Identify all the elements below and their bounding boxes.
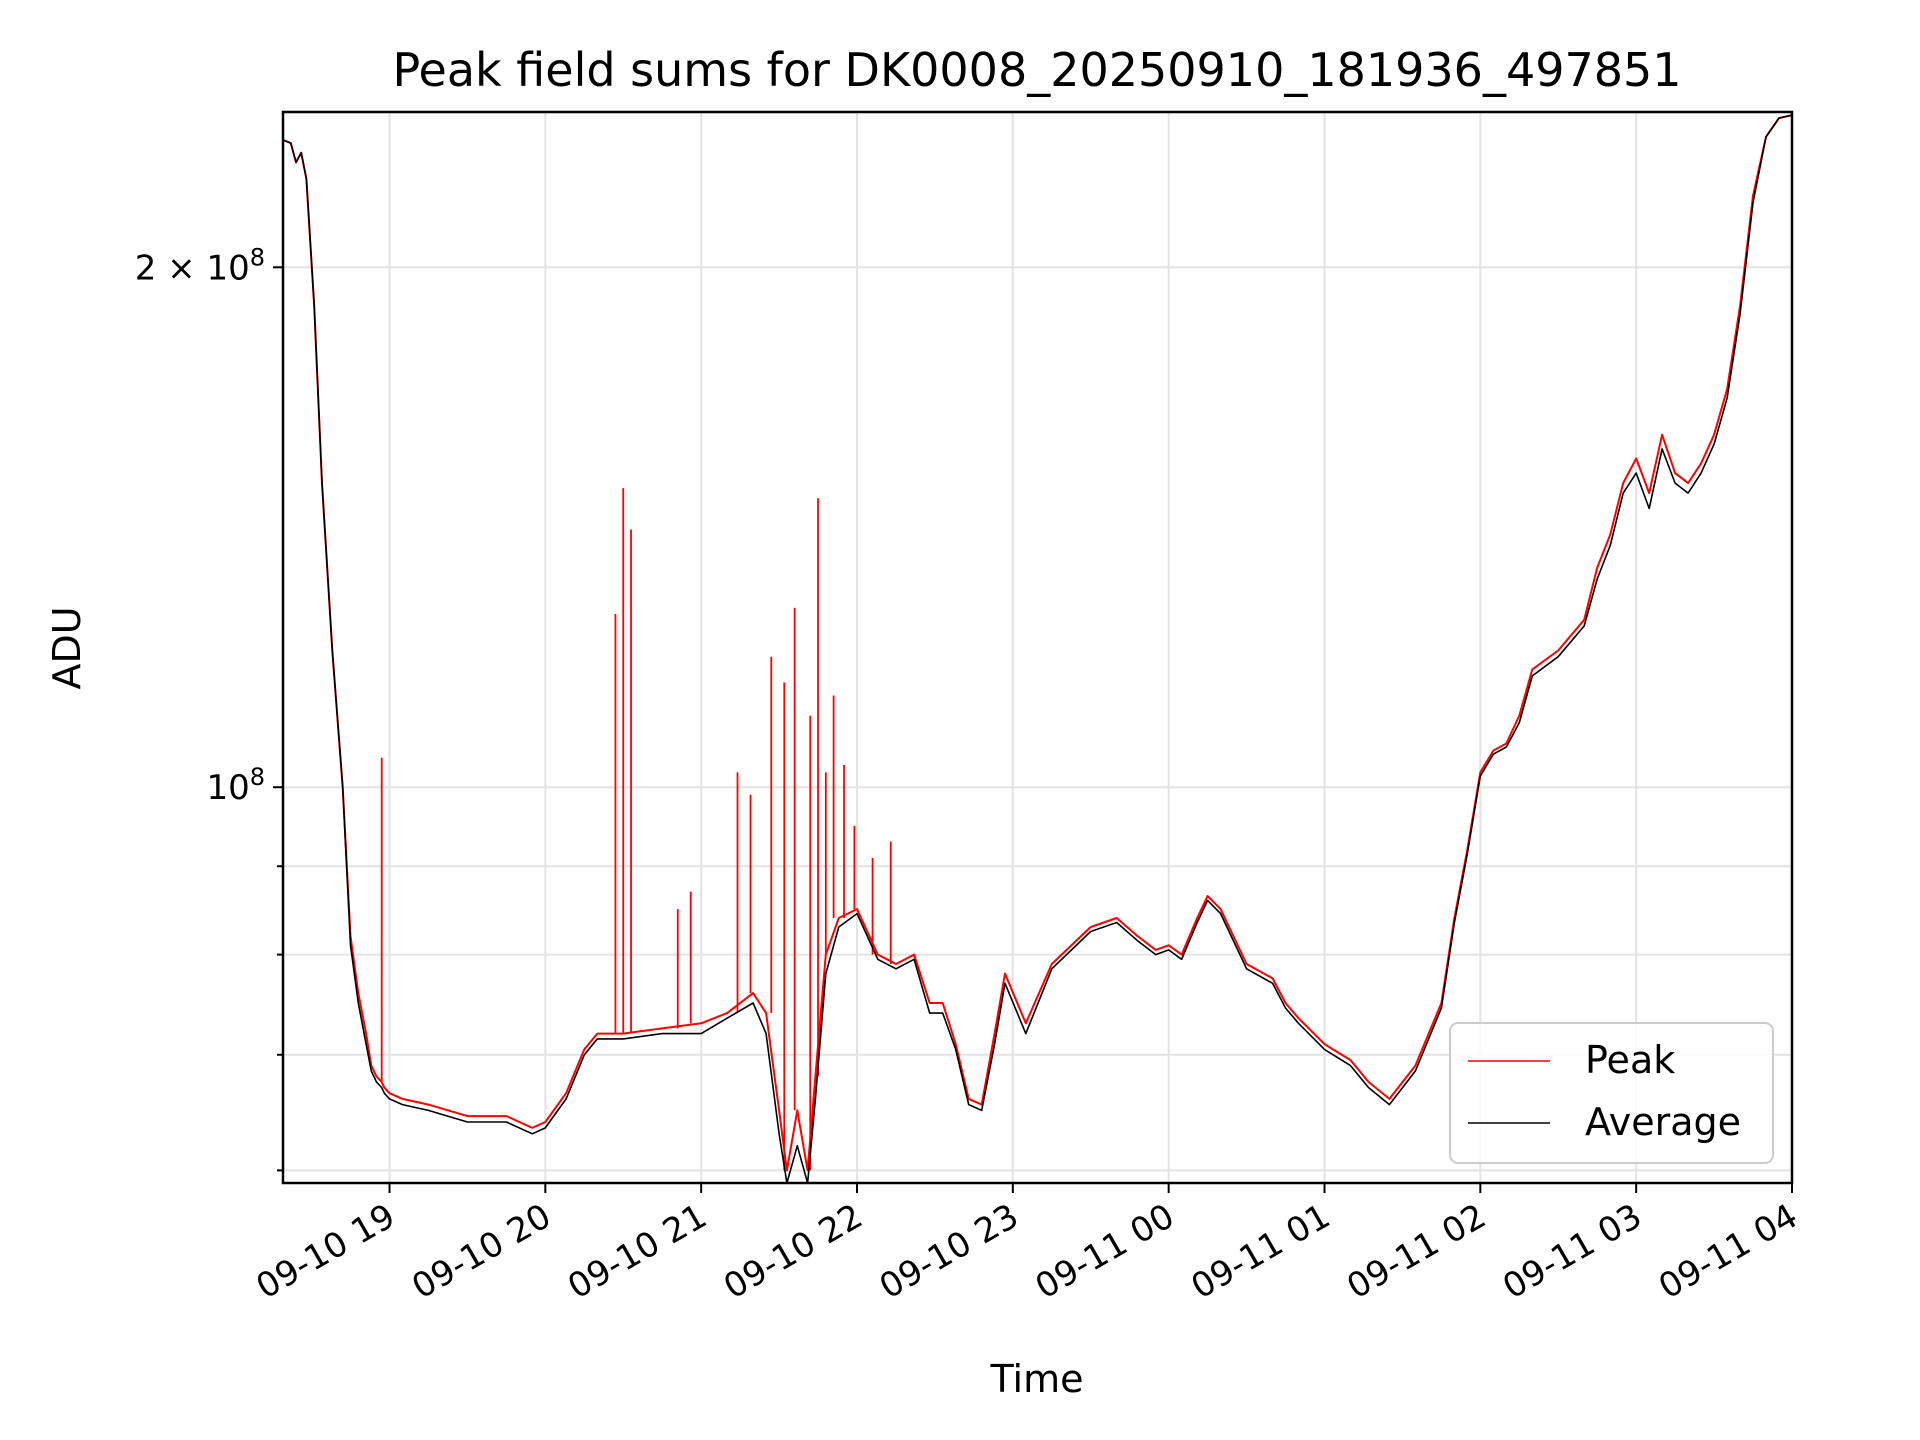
y-axis: 108 2 × 108 xyxy=(135,243,283,1172)
legend-box xyxy=(1449,1022,1774,1164)
legend: Peak Average xyxy=(1449,1022,1774,1164)
y-tick-label: 2 × 108 xyxy=(135,243,265,288)
plot-frame xyxy=(281,110,1794,1185)
legend-label-average: Average xyxy=(1585,1100,1741,1144)
data-layer xyxy=(282,114,1793,1184)
legend-label-peak: Peak xyxy=(1585,1038,1675,1082)
series-line-average xyxy=(282,114,1793,1184)
y-axis-label: ADU xyxy=(45,606,89,689)
y-tick-label: 108 xyxy=(206,763,265,808)
chart-title: Peak field sums for DK0008_20250910_1819… xyxy=(392,43,1681,97)
series-line-peak xyxy=(282,114,1793,1172)
x-axis-label: Time xyxy=(990,1357,1084,1401)
